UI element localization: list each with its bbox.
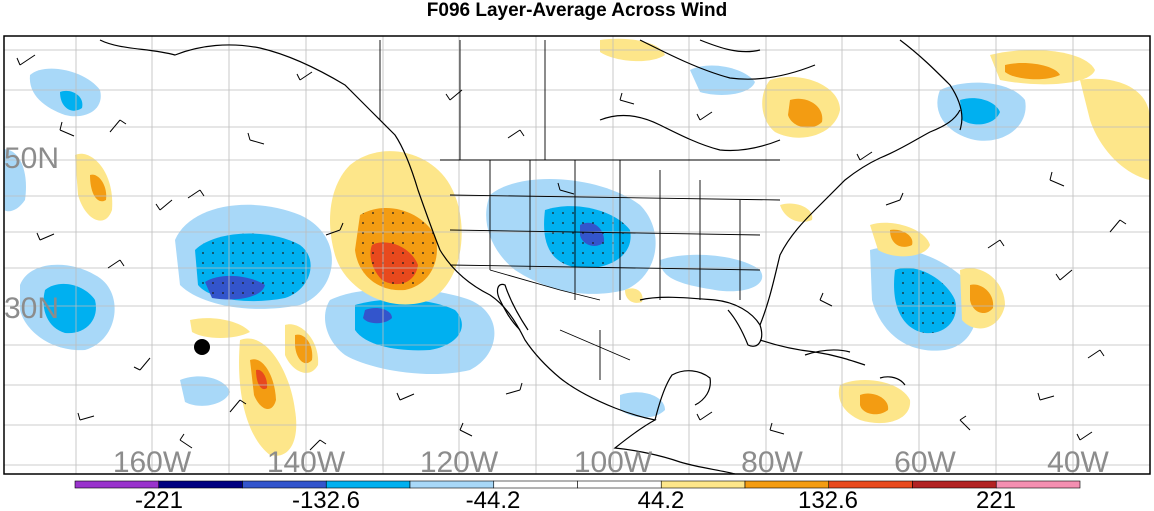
lon-label-120w: 120W	[420, 446, 499, 479]
significance-stippling	[195, 206, 956, 334]
lon-label-80w: 80W	[741, 446, 803, 479]
colorbar-labels: -221 -132.6 -44.2 44.2 132.6 221	[135, 487, 1016, 511]
coastlines	[99, 39, 963, 474]
chart-title: F096 Layer-Average Across Wind	[426, 0, 728, 21]
map-frame	[3, 35, 1151, 475]
colorbar-label: -44.2	[466, 487, 521, 511]
colorbar	[74, 480, 1081, 489]
political-boundaries	[379, 40, 781, 380]
lon-label-100w: 100W	[574, 446, 653, 479]
colorbar-label: 44.2	[638, 487, 685, 511]
lon-label-60w: 60W	[894, 446, 956, 479]
lon-label-140w: 140W	[267, 446, 346, 479]
lat-label-30n: 30N	[4, 292, 59, 325]
lat-label-50n: 50N	[4, 142, 59, 175]
colorbar-swatch	[995, 480, 1081, 489]
storm-marker	[194, 339, 210, 355]
colorbar-label: 132.6	[798, 487, 858, 511]
map-field: 50N 30N 160W 140W 120W 100W 80W 60W 40W	[4, 36, 1150, 479]
colorbar-label: -221	[135, 487, 183, 511]
wind-barbs	[16, 54, 1127, 451]
colorbar-label: 221	[976, 487, 1016, 511]
colorbar-label: -132.6	[292, 487, 360, 511]
lon-label-40w: 40W	[1047, 446, 1109, 479]
lon-label-160w: 160W	[113, 446, 192, 479]
